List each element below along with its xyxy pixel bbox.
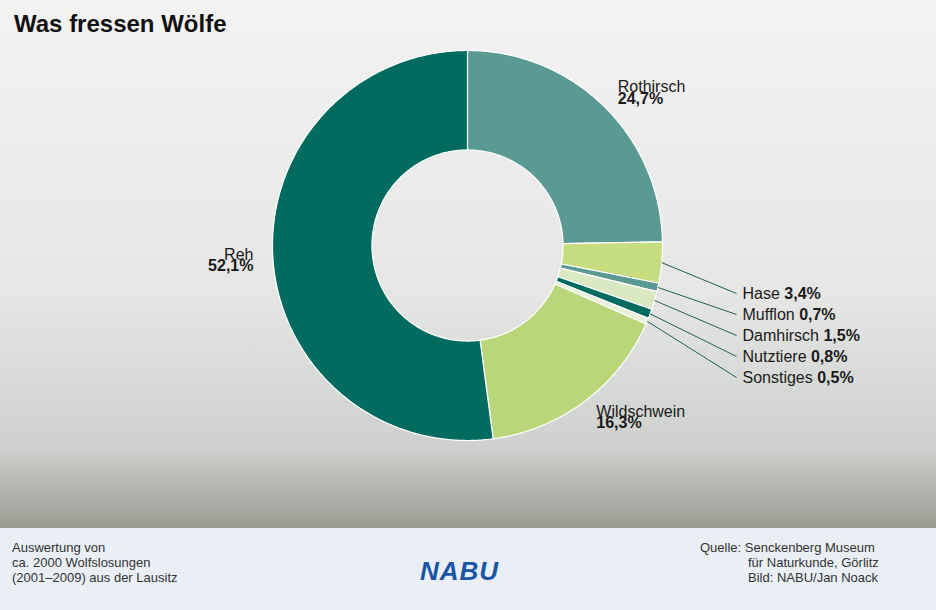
html-text:ca. 2000 Wolfslosungen: ca. 2000 Wolfslosungen [12,555,151,570]
svg-text:0,5%: 0,5% [817,369,853,386]
svg-text:Nutztiere: Nutztiere [743,348,811,365]
html-text:Was fressen Wölfe: Was fressen Wölfe [14,10,227,37]
svg-text:0,8%: 0,8% [811,348,847,365]
svg-text:3,4%: 3,4% [784,285,820,302]
html-text:Auswertung von: Auswertung von [12,540,106,555]
svg-text:Rothirsch: Rothirsch [617,78,686,96]
svg-text:Damhirsch: Damhirsch [743,327,824,344]
html-text:(2001–2009) aus der Lausitz: (2001–2009) aus der Lausitz [12,570,178,585]
svg-text:Reh: Reh [224,245,254,263]
html-text:Quelle: Senckenberg Museum: Quelle: Senckenberg Museum [700,540,875,555]
svg-text:52,1%: 52,1% [208,257,253,274]
svg-text:0,7%: 0,7% [799,306,835,323]
svg-text:Hase: Hase [743,285,785,302]
svg-text:16,3%: 16,3% [596,414,641,431]
svg-text:Mufflon: Mufflon [743,306,800,323]
html-text:Bild: NABU/Jan Noack: Bild: NABU/Jan Noack [748,570,879,585]
html-text:für Naturkunde, Görlitz: für Naturkunde, Görlitz [748,555,879,570]
svg-text:Wildschwein: Wildschwein [596,403,686,420]
svg-text:1,5%: 1,5% [823,327,859,344]
svg-text:24,7%: 24,7% [618,90,663,107]
svg-text:Sonstiges: Sonstiges [743,369,818,386]
html-text:NABU: NABU [420,556,500,586]
